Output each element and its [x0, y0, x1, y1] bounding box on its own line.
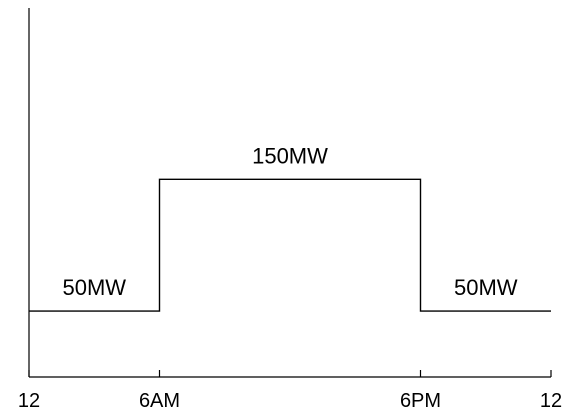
data-label: 150MW: [252, 143, 328, 168]
x-tick-label: 12: [540, 390, 562, 412]
x-tick-label: 6AM: [139, 390, 180, 412]
data-label: 50MW: [62, 275, 126, 300]
annotations-group: 50MW 150MW 50MW: [62, 143, 517, 300]
x-ticks: 12 6AM 6PM 12: [18, 370, 562, 412]
series-group: [29, 178, 551, 312]
x-tick-label: 12: [18, 390, 40, 412]
load-series-line: [29, 178, 551, 312]
x-tick-label: 6PM: [400, 390, 441, 412]
data-label: 50MW: [454, 275, 518, 300]
